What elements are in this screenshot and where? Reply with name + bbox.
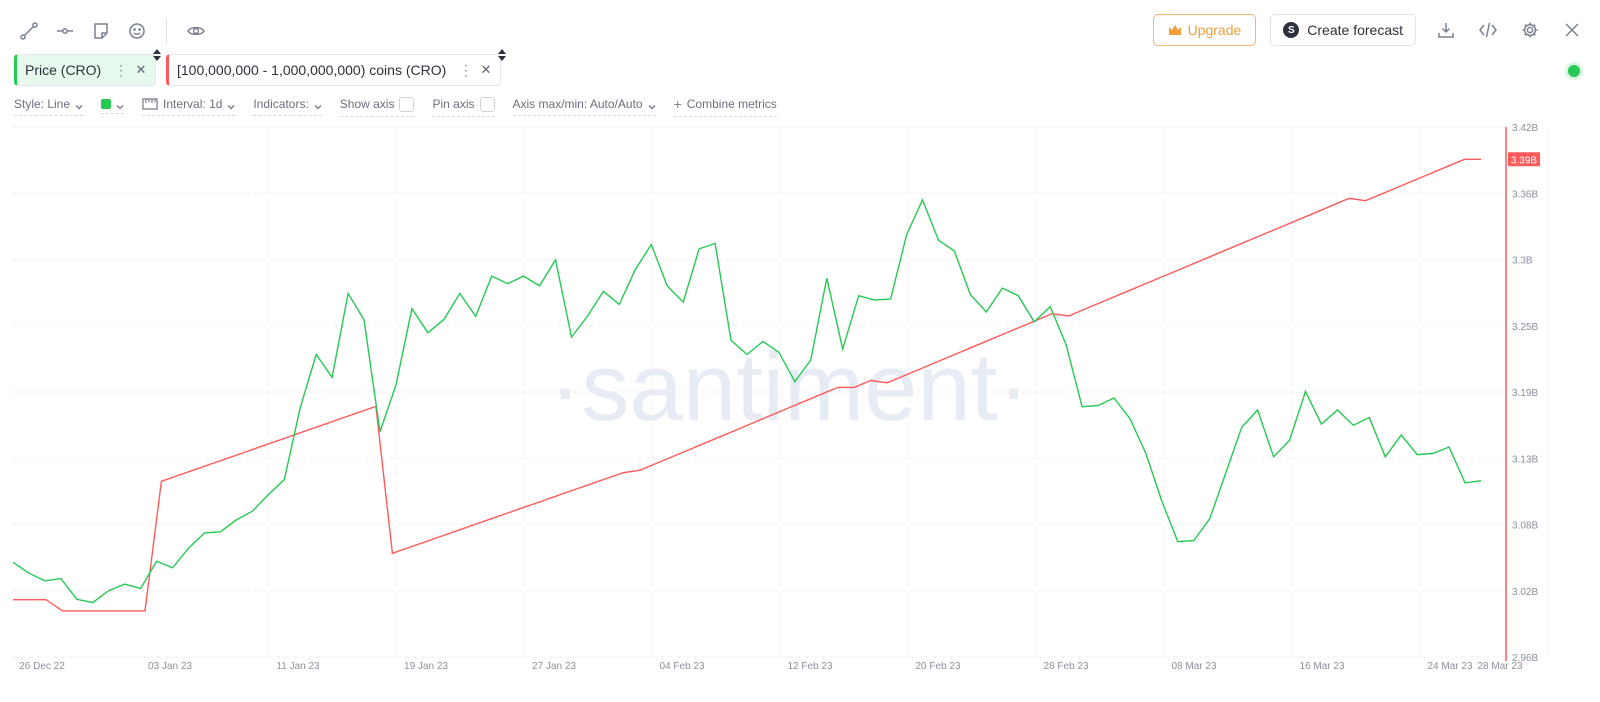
crown-icon <box>1168 25 1181 35</box>
chevron-down-icon <box>648 100 656 110</box>
y-tick-label: 2.96B <box>1512 653 1538 664</box>
x-tick-label: 26 Dec 22 <box>19 661 65 672</box>
x-tick-label: 03 Jan 23 <box>148 661 192 672</box>
show-axis-checkbox[interactable] <box>399 96 415 112</box>
toolbar-divider <box>166 18 167 44</box>
x-tick-label: 12 Feb 23 <box>787 661 832 672</box>
line-tool-icon[interactable] <box>18 20 40 42</box>
metric-label: [100,000,000 - 1,000,000,000) coins (CRO… <box>177 62 447 78</box>
x-tick-label: 28 Feb 23 <box>1043 661 1088 672</box>
close-icon[interactable]: ✕ <box>135 62 147 77</box>
y-tick-label: 3.36B <box>1512 189 1538 200</box>
embed-code-icon[interactable] <box>1476 18 1500 42</box>
x-tick-label: 19 Jan 23 <box>404 661 448 672</box>
create-forecast-label: Create forecast <box>1307 22 1403 38</box>
metrics-bar: Price (CRO) ⋮ ✕ [100,000,000 - 1,000,000… <box>14 49 506 86</box>
gear-icon[interactable] <box>1518 18 1542 42</box>
price-chart[interactable]: ·santiment· 3.42B 3.36B 3.3B 3.25B 3.19B 3.13B… <box>0 120 1600 702</box>
axis-range-label: Axis max/min: Auto/Auto <box>512 97 643 111</box>
metric-chip-coins[interactable]: [100,000,000 - 1,000,000,000) coins (CRO… <box>166 49 506 86</box>
x-tick-label: 20 Feb 23 <box>915 661 960 672</box>
color-swatch <box>101 99 112 109</box>
interval-dropdown[interactable]: Interval: 1d <box>142 97 236 116</box>
forecast-logo-icon: S <box>1283 22 1300 38</box>
x-tick-label: 27 Jan 23 <box>532 661 576 672</box>
chevron-down-icon <box>227 100 235 110</box>
x-tick-label: 16 Mar 23 <box>1299 661 1344 672</box>
y-tick-label: 3.3B <box>1512 256 1533 267</box>
plus-icon: + <box>673 96 682 112</box>
y-tick-label: 3.25B <box>1512 322 1538 333</box>
last-value-badge <box>1508 152 1540 167</box>
chart-area[interactable]: ·santiment· 3.42B 3.36B 3.3B 3.25B 3.19B 3.13B… <box>0 120 1600 702</box>
metric-label: Price (CRO) <box>25 62 102 78</box>
series-line-price <box>12 198 1482 604</box>
watermark-text: ·santiment· <box>549 334 1029 441</box>
actions-toolbar: Upgrade S Create forecast <box>1152 14 1584 46</box>
show-axis-toggle[interactable]: Show axis <box>339 96 415 117</box>
close-icon[interactable]: ✕ <box>480 62 492 77</box>
x-tick-label: 04 Feb 23 <box>659 661 704 672</box>
eye-icon[interactable] <box>185 20 207 42</box>
drag-handle-icon[interactable] <box>498 49 506 61</box>
style-dropdown[interactable]: Style: Line <box>14 97 84 116</box>
live-status-dot <box>1568 65 1580 77</box>
last-value-label: 3.39B <box>1511 155 1537 166</box>
y-tick-label: 3.02B <box>1512 587 1538 598</box>
x-tick-label: 24 Mar 23 <box>1427 661 1472 672</box>
pin-axis-checkbox[interactable] <box>479 96 495 112</box>
style-label: Style: Line <box>14 97 71 111</box>
drawing-toolbar <box>18 18 207 44</box>
more-options-icon[interactable]: ⋮ <box>459 61 473 78</box>
drag-handle-icon[interactable] <box>153 49 161 61</box>
x-tick-label: 28 Mar 23 <box>1477 661 1522 672</box>
pin-axis-label: Pin axis <box>432 97 475 111</box>
combine-metrics-label: Combine metrics <box>686 97 777 111</box>
indicators-dropdown[interactable]: Indicators: <box>253 97 322 116</box>
x-tick-label: 08 Mar 23 <box>1171 661 1216 672</box>
close-icon[interactable] <box>1560 18 1584 42</box>
note-tool-icon[interactable] <box>90 20 112 42</box>
download-icon[interactable] <box>1434 18 1458 42</box>
combine-metrics-button[interactable]: + Combine metrics <box>673 96 777 117</box>
x-tick-label: 11 Jan 23 <box>276 661 320 672</box>
y-tick-label: 3.08B <box>1512 521 1538 532</box>
chevron-down-icon <box>116 100 124 110</box>
pin-axis-toggle[interactable]: Pin axis <box>432 96 495 117</box>
create-forecast-button[interactable]: S Create forecast <box>1270 14 1416 46</box>
indicators-label: Indicators: <box>253 97 309 111</box>
chart-settings-bar: Style: Line Interval: 1d Indicators: Sho… <box>14 96 795 117</box>
color-dropdown[interactable] <box>101 99 125 114</box>
metric-chip-price[interactable]: Price (CRO) ⋮ ✕ <box>14 49 161 86</box>
ruler-icon <box>142 98 158 110</box>
chevron-down-icon <box>75 100 83 110</box>
horizontal-ray-tool-icon[interactable] <box>54 20 76 42</box>
emoji-tool-icon[interactable] <box>126 20 148 42</box>
chevron-down-icon <box>314 100 322 110</box>
y-tick-label: 3.42B <box>1512 123 1538 134</box>
interval-label: Interval: 1d <box>163 97 223 111</box>
series-line-coins <box>13 158 1481 612</box>
upgrade-button[interactable]: Upgrade <box>1152 14 1257 46</box>
upgrade-label: Upgrade <box>1187 22 1242 38</box>
show-axis-label: Show axis <box>339 97 395 111</box>
y-tick-label: 3.13B <box>1512 454 1538 465</box>
axis-range-dropdown[interactable]: Axis max/min: Auto/Auto <box>512 97 656 116</box>
more-options-icon[interactable]: ⋮ <box>114 61 128 78</box>
y-tick-label: 3.19B <box>1512 388 1538 399</box>
